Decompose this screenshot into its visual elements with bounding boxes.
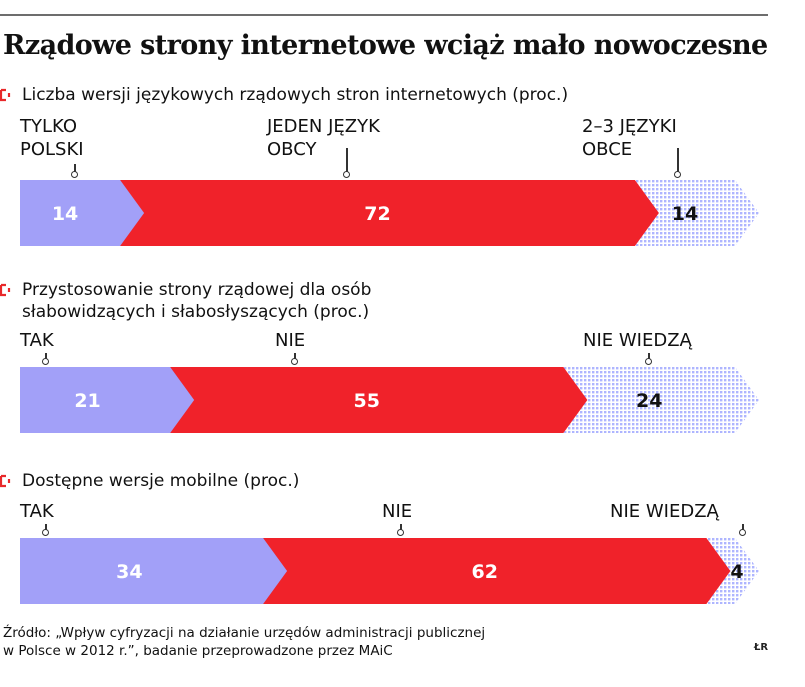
value-label: 34 <box>116 561 142 583</box>
bar-segment <box>563 367 759 433</box>
leader-dot <box>343 171 350 178</box>
value-label: 14 <box>672 203 698 225</box>
value-label: 4 <box>730 561 743 583</box>
section-title: Liczba wersji językowych rządowych stron… <box>22 85 569 105</box>
bar-segment <box>634 180 759 246</box>
section-title: Przystosowanie strony rządowej dla osób … <box>22 280 372 322</box>
leader-line <box>742 524 744 532</box>
value-label: 21 <box>74 390 100 412</box>
source-note: Źródło: „Wpływ cyfryzacji na działanie u… <box>3 625 486 659</box>
category-label-dont-know: NIE WIEDZĄ <box>610 501 719 522</box>
bar-segment <box>20 180 145 246</box>
value-label: 72 <box>364 203 390 225</box>
category-label-dont-know: NIE WIEDZĄ <box>583 330 692 351</box>
bar-segment <box>20 367 195 433</box>
bar-segment <box>120 180 659 246</box>
stacked-bar-accessibility: 21 55 24 <box>20 367 759 433</box>
leader-dot <box>397 529 404 536</box>
leader-dot <box>674 171 681 178</box>
bar-segment <box>263 538 731 604</box>
category-label-only-polish: TYLKO POLSKI <box>20 116 84 160</box>
leader-line <box>346 148 348 174</box>
leader-dot <box>42 358 49 365</box>
leader-dot <box>42 529 49 536</box>
leader-line <box>400 524 402 532</box>
value-label: 24 <box>636 390 662 412</box>
leader-dot <box>739 529 746 536</box>
chart-title: Rządowe strony internetowe wciąż mało no… <box>3 30 768 61</box>
category-label-no: NIE <box>275 330 306 351</box>
leader-line <box>648 353 650 361</box>
leader-dot <box>645 358 652 365</box>
leader-line <box>45 524 47 532</box>
category-label-yes: TAK <box>20 501 54 522</box>
leader-dot <box>71 171 78 178</box>
bar-segment <box>170 367 588 433</box>
leader-line <box>45 353 47 361</box>
stacked-bar-mobile: 34 62 4 <box>20 538 759 604</box>
leader-line <box>74 164 76 174</box>
leader-line <box>677 148 679 174</box>
category-label-two-three-languages: 2–3 JĘZYKI OBCE <box>582 116 677 160</box>
value-label: 14 <box>52 203 78 225</box>
category-label-one-language: JEDEN JĘZYK OBCY <box>267 116 380 160</box>
category-label-yes: TAK <box>20 330 54 351</box>
bullet-icon <box>0 283 11 297</box>
section-title: Dostępne wersje mobilne (proc.) <box>22 471 300 491</box>
leader-line <box>294 353 296 361</box>
leader-dot <box>291 358 298 365</box>
bar-segment <box>706 538 759 604</box>
top-rule <box>0 14 768 16</box>
author-credit: ŁR <box>754 642 769 653</box>
value-label: 62 <box>472 561 498 583</box>
value-label: 55 <box>354 390 380 412</box>
bar-segment <box>20 538 288 604</box>
stacked-bar-languages: 14 72 14 <box>20 180 759 246</box>
bullet-icon <box>0 474 11 488</box>
category-label-no: NIE <box>382 501 413 522</box>
bullet-icon <box>0 88 11 102</box>
